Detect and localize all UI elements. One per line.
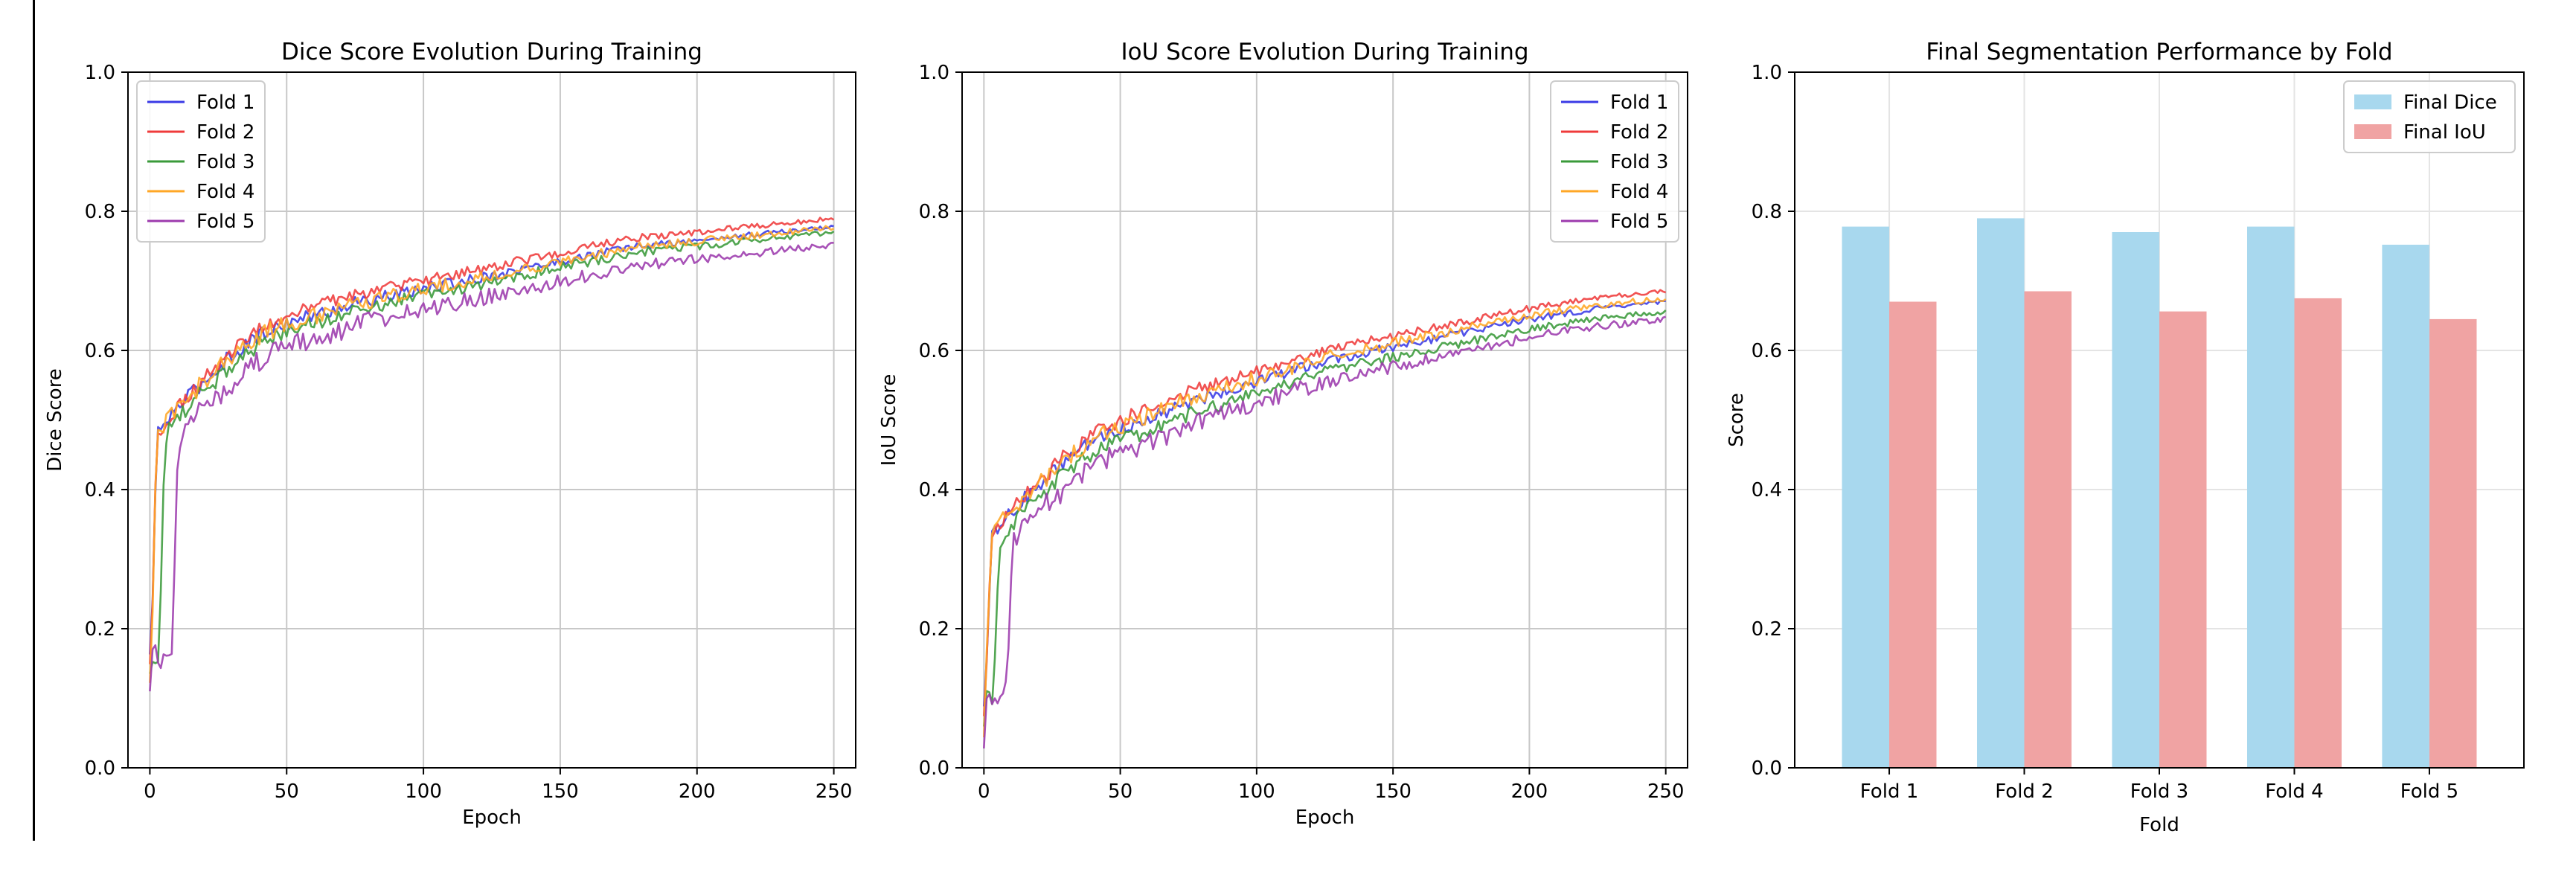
- y-tick-label: 0.6: [85, 340, 115, 362]
- legend-label: Fold 2: [196, 121, 254, 144]
- y-tick-label: 0.2: [919, 618, 949, 641]
- axes-frame: [127, 71, 856, 769]
- axes-frame: [1794, 71, 2525, 769]
- y-tick-label: 1.0: [85, 62, 115, 84]
- figure-left-border: [33, 0, 35, 841]
- legend-label: Fold 3: [196, 151, 254, 173]
- x-tick-label: Fold 2: [1995, 780, 2053, 803]
- iou-bar-fold-2: [2024, 291, 2072, 768]
- x-tick-label: 250: [816, 780, 853, 803]
- legend: Fold 1 Fold 2 Fold 3 Fold 4 Fold 5: [136, 80, 266, 243]
- x-tick-label: Fold 5: [2400, 780, 2458, 803]
- y-tick-label: 0.0: [1752, 757, 1782, 780]
- x-tick-label: 200: [679, 780, 716, 803]
- y-tick-label: 0.2: [1752, 618, 1782, 641]
- x-axis-label: Epoch: [1295, 807, 1355, 829]
- x-axis-label: Fold: [2139, 814, 2179, 836]
- line-chart-1: 0 50 100 150 200 250 0.0 0.2 0.4 0.6 0.8 1.0 Dice Sc…: [44, 39, 856, 829]
- legend-label: Fold 4: [1610, 181, 1668, 203]
- legend-label: Final IoU: [2403, 121, 2486, 144]
- dice-bar-fold-5: [2382, 244, 2429, 768]
- iou-bar-fold-3: [2159, 311, 2207, 769]
- y-axis-label: Dice Score: [44, 368, 66, 472]
- legend-label: Fold 5: [196, 211, 254, 233]
- x-axis-label: Epoch: [462, 807, 522, 829]
- x-tick-label: 250: [1647, 780, 1685, 803]
- x-tick-label: Fold 1: [1860, 780, 1918, 803]
- axes-frame: [961, 71, 1688, 769]
- x-tick-label: 200: [1511, 780, 1548, 803]
- iou-bar-fold-4: [2294, 298, 2342, 768]
- bar-chart: Fold 1 Fold 2 Fold 3 Fold 4 Fold 5 0.0 0.2 0.4 0…: [1726, 39, 2525, 836]
- dice-bar-fold-2: [1977, 218, 2025, 768]
- iou-bar-fold-1: [1889, 301, 1937, 768]
- series-line-fold-1: [149, 224, 834, 655]
- legend-swatch: [2354, 94, 2391, 109]
- y-axis-label: Score: [1726, 393, 1748, 447]
- chart-title: Final Segmentation Performance by Fold: [1926, 39, 2392, 65]
- chart-title: IoU Score Evolution During Training: [1121, 39, 1528, 65]
- series-line-fold-3: [149, 230, 835, 674]
- x-tick-label: 150: [1374, 780, 1412, 803]
- series-line-fold-2: [149, 217, 835, 664]
- series-line-fold-4: [149, 225, 835, 683]
- series-line-fold-4: [983, 296, 1667, 738]
- x-tick-label: Fold 3: [2130, 780, 2188, 803]
- dice-bar-fold-1: [1842, 226, 1889, 769]
- series-line-fold-5: [149, 242, 834, 692]
- y-tick-label: 0.8: [85, 201, 115, 223]
- x-tick-label: 50: [1108, 780, 1132, 803]
- y-axis-label: IoU Score: [878, 374, 900, 466]
- x-tick-label: 0: [144, 780, 156, 803]
- y-tick-label: 0.0: [919, 757, 949, 780]
- chart-title: Dice Score Evolution During Training: [281, 39, 702, 65]
- dice-bar-fold-4: [2247, 226, 2295, 769]
- legend-label: Fold 1: [196, 92, 254, 114]
- x-tick-label: 50: [275, 780, 299, 803]
- legend-label: Fold 3: [1610, 151, 1668, 173]
- x-tick-label: Fold 4: [2265, 780, 2323, 803]
- legend-swatch: [2354, 124, 2391, 139]
- y-tick-label: 0.6: [919, 340, 949, 362]
- legend-label: Final Dice: [2403, 92, 2497, 114]
- series-line-fold-5: [983, 315, 1667, 748]
- y-tick-label: 0.0: [85, 757, 115, 780]
- y-tick-label: 0.4: [85, 479, 115, 501]
- x-tick-label: 150: [542, 780, 579, 803]
- series-line-fold-3: [983, 310, 1667, 727]
- legend-label: Fold 5: [1610, 211, 1668, 233]
- y-tick-label: 0.8: [1752, 201, 1782, 223]
- y-tick-label: 0.4: [1752, 479, 1782, 501]
- series-line-fold-1: [983, 299, 1666, 707]
- legend-box: [136, 80, 266, 243]
- y-tick-label: 1.0: [919, 62, 949, 84]
- y-tick-label: 0.4: [919, 479, 949, 501]
- legend-box: [1550, 80, 1679, 243]
- y-tick-label: 1.0: [1752, 62, 1782, 84]
- x-tick-label: 100: [1238, 780, 1275, 803]
- dice-bar-fold-3: [2112, 232, 2159, 768]
- legend: Final Dice Final IoU: [2343, 80, 2516, 153]
- legend-label: Fold 2: [1610, 121, 1668, 144]
- legend-label: Fold 1: [1610, 92, 1668, 114]
- x-tick-label: 0: [978, 780, 990, 803]
- y-tick-label: 0.6: [1752, 340, 1782, 362]
- line-chart-2: 0 50 100 150 200 250 0.0 0.2 0.4 0.6 0.8 1.0 IoU Sco…: [878, 39, 1688, 829]
- legend-label: Fold 4: [196, 181, 254, 203]
- iou-bar-fold-5: [2429, 318, 2477, 768]
- y-tick-label: 0.8: [919, 201, 949, 223]
- x-tick-label: 100: [405, 780, 442, 803]
- y-tick-label: 0.2: [85, 618, 115, 641]
- legend: Fold 1 Fold 2 Fold 3 Fold 4 Fold 5: [1550, 80, 1679, 243]
